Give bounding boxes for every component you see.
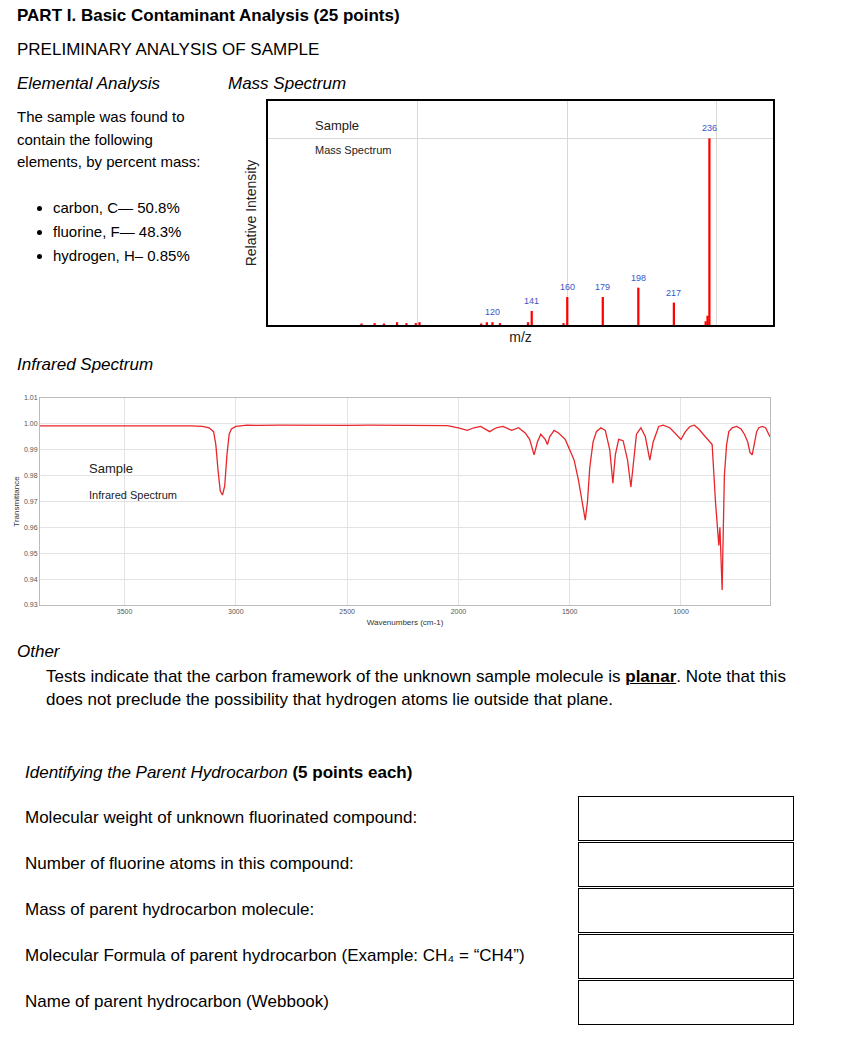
html-text:Other: Other bbox=[17, 642, 60, 661]
svg-text:0.95: 0.95 bbox=[24, 550, 38, 557]
html-text:Tests indicate that the carbon: Tests indicate that the carbon framework… bbox=[46, 667, 786, 709]
svg-text:Sample: Sample bbox=[89, 461, 133, 476]
svg-text:m/z: m/z bbox=[509, 329, 532, 345]
svg-text:236: 236 bbox=[702, 123, 717, 133]
svg-text:198: 198 bbox=[631, 273, 646, 283]
svg-text:3500: 3500 bbox=[117, 608, 133, 615]
svg-text:Relative Intensity: Relative Intensity bbox=[243, 160, 259, 267]
html-text:PART I. Basic Contaminant Anal: PART I. Basic Contaminant Analysis (25 p… bbox=[17, 6, 400, 25]
html-text:Mass of parent hydrocarbon mol: Mass of parent hydrocarbon molecule: bbox=[25, 900, 315, 919]
svg-text:Mass Spectrum: Mass Spectrum bbox=[315, 144, 391, 156]
html-text:carbon, C— 50.8%: carbon, C— 50.8% bbox=[53, 199, 180, 216]
html-text:Number of fluorine atoms in th: Number of fluorine atoms in this compoun… bbox=[25, 854, 354, 873]
svg-text:1.01: 1.01 bbox=[24, 394, 38, 401]
html-text:fluorine, F— 48.3%: fluorine, F— 48.3% bbox=[53, 223, 182, 240]
svg-text:1.00: 1.00 bbox=[24, 420, 38, 427]
svg-text:179: 179 bbox=[595, 282, 610, 292]
html-text:Name of parent hydrocarbon (We: Name of parent hydrocarbon (Webbook) bbox=[25, 992, 329, 1011]
svg-text:1000: 1000 bbox=[673, 608, 689, 615]
svg-text:2000: 2000 bbox=[451, 608, 467, 615]
svg-text:1500: 1500 bbox=[562, 608, 578, 615]
svg-text:160: 160 bbox=[560, 282, 575, 292]
svg-text:Wavenumbers (cm-1): Wavenumbers (cm-1) bbox=[367, 618, 444, 627]
svg-text:0.93: 0.93 bbox=[24, 601, 38, 608]
html-text:PRELIMINARY ANALYSIS OF SAMPLE: PRELIMINARY ANALYSIS OF SAMPLE bbox=[17, 40, 320, 59]
html-text:Elemental Analysis: Elemental Analysis bbox=[17, 74, 160, 93]
svg-text:141: 141 bbox=[524, 296, 539, 306]
html-text:Identifying the Parent Hydroca: Identifying the Parent Hydrocarbon (5 po… bbox=[25, 763, 413, 782]
html-text:hydrogen, H– 0.85%: hydrogen, H– 0.85% bbox=[53, 247, 190, 264]
svg-text:0.94: 0.94 bbox=[24, 576, 38, 583]
html-text:Infrared Spectrum: Infrared Spectrum bbox=[17, 355, 154, 374]
svg-text:3000: 3000 bbox=[228, 608, 244, 615]
svg-text:2500: 2500 bbox=[339, 608, 355, 615]
svg-text:0.98: 0.98 bbox=[24, 472, 38, 479]
svg-text:120: 120 bbox=[485, 307, 500, 317]
svg-text:0.96: 0.96 bbox=[24, 524, 38, 531]
svg-text:Transmittance: Transmittance bbox=[12, 476, 21, 527]
svg-text:0.99: 0.99 bbox=[24, 446, 38, 453]
svg-text:Infrared Spectrum: Infrared Spectrum bbox=[89, 489, 177, 501]
html-text:The sample was found to contai: The sample was found to contain the foll… bbox=[17, 108, 201, 170]
svg-text:217: 217 bbox=[666, 288, 681, 298]
svg-text:0.97: 0.97 bbox=[24, 498, 38, 505]
html-text:Molecular Formula of parent hy: Molecular Formula of parent hydrocarbon … bbox=[25, 946, 525, 965]
html-text:Molecular weight of unknown fl: Molecular weight of unknown fluorinated … bbox=[25, 808, 418, 827]
html-text:Mass Spectrum: Mass Spectrum bbox=[228, 74, 347, 93]
svg-text:Sample: Sample bbox=[315, 118, 359, 133]
